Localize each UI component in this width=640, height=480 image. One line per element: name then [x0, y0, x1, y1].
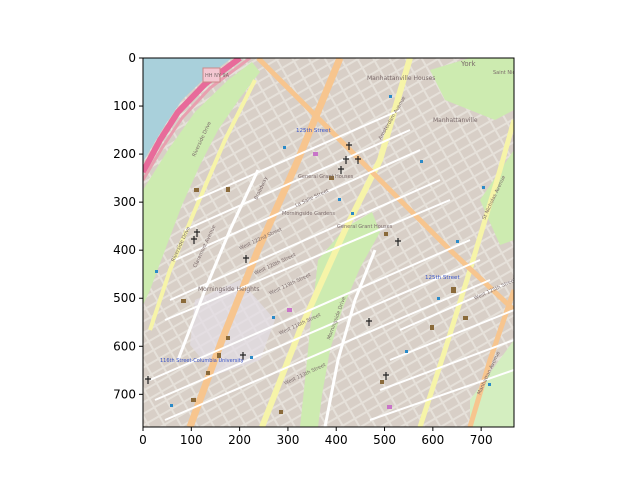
y-tick-label: 700	[113, 387, 136, 401]
y-tick-label: 300	[113, 195, 136, 209]
label-grant-houses-1: General Grant Houses	[298, 174, 354, 180]
y-tick-label: 0	[128, 51, 136, 65]
label-saint-nicholas: Saint Nicholas Park	[493, 70, 541, 76]
cross-streets	[149, 109, 514, 421]
label-morningside-heights: Morningside Heights	[198, 286, 259, 293]
map-tiles: HH NY 9A Manhattanville Houses Manhattan…	[143, 58, 541, 427]
label-station-116: 116th Street-Columbia University	[160, 358, 244, 364]
y-tick-label: 100	[113, 99, 136, 113]
morningside-drive-road	[323, 249, 377, 427]
church-icons	[145, 142, 401, 384]
broadway-road	[186, 58, 344, 427]
y-tick-label: 200	[113, 147, 136, 161]
park-right-strip	[480, 150, 514, 245]
highway-9a	[143, 58, 251, 181]
morningside-park	[300, 212, 380, 427]
west-125th-road	[256, 58, 514, 312]
transit-stops	[155, 95, 491, 407]
route-shield: HH NY 9A	[202, 67, 230, 83]
label-morningside-gardens: Morningside Gardens	[282, 211, 335, 217]
riverside-park	[143, 62, 260, 305]
riverside-drive-road	[148, 79, 257, 331]
label-station-125-east: 125th Street	[425, 275, 460, 281]
poi-pink-icons	[287, 152, 392, 409]
y-tick-label: 500	[113, 291, 136, 305]
hudson-river	[143, 58, 232, 162]
axes-frame	[142, 57, 515, 428]
label-station-125: 125th Street	[296, 128, 331, 134]
x-axis: 0 100 200 300 400 500 600 700	[139, 427, 493, 447]
x-tick-label: 700	[470, 433, 493, 447]
x-tick-label: 0	[139, 433, 147, 447]
x-tick-label: 100	[180, 433, 203, 447]
y-axis: 0 100 200 300 400 500 600 700	[113, 51, 143, 401]
y-tick-label: 600	[113, 339, 136, 353]
x-tick-label: 400	[325, 433, 348, 447]
park-bottom-right	[470, 340, 514, 427]
x-tick-label: 300	[276, 433, 299, 447]
label-manhattanville: Manhattanville	[433, 117, 478, 124]
y-tick-label: 400	[113, 243, 136, 257]
x-tick-label: 500	[373, 433, 396, 447]
amsterdam-road	[259, 58, 413, 427]
claremont-road	[176, 169, 260, 361]
x-tick-label: 600	[421, 433, 444, 447]
route-label: HH NY 9A	[205, 73, 230, 79]
amenity-icons	[181, 176, 468, 414]
st-nicholas-park	[430, 58, 514, 120]
campus-area	[190, 280, 275, 375]
label-manhattanville-houses: Manhattanville Houses	[367, 75, 435, 82]
label-grant-houses-2: General Grant Houses	[337, 224, 393, 230]
label-york: York	[460, 60, 477, 68]
x-tick-label: 200	[228, 433, 251, 447]
